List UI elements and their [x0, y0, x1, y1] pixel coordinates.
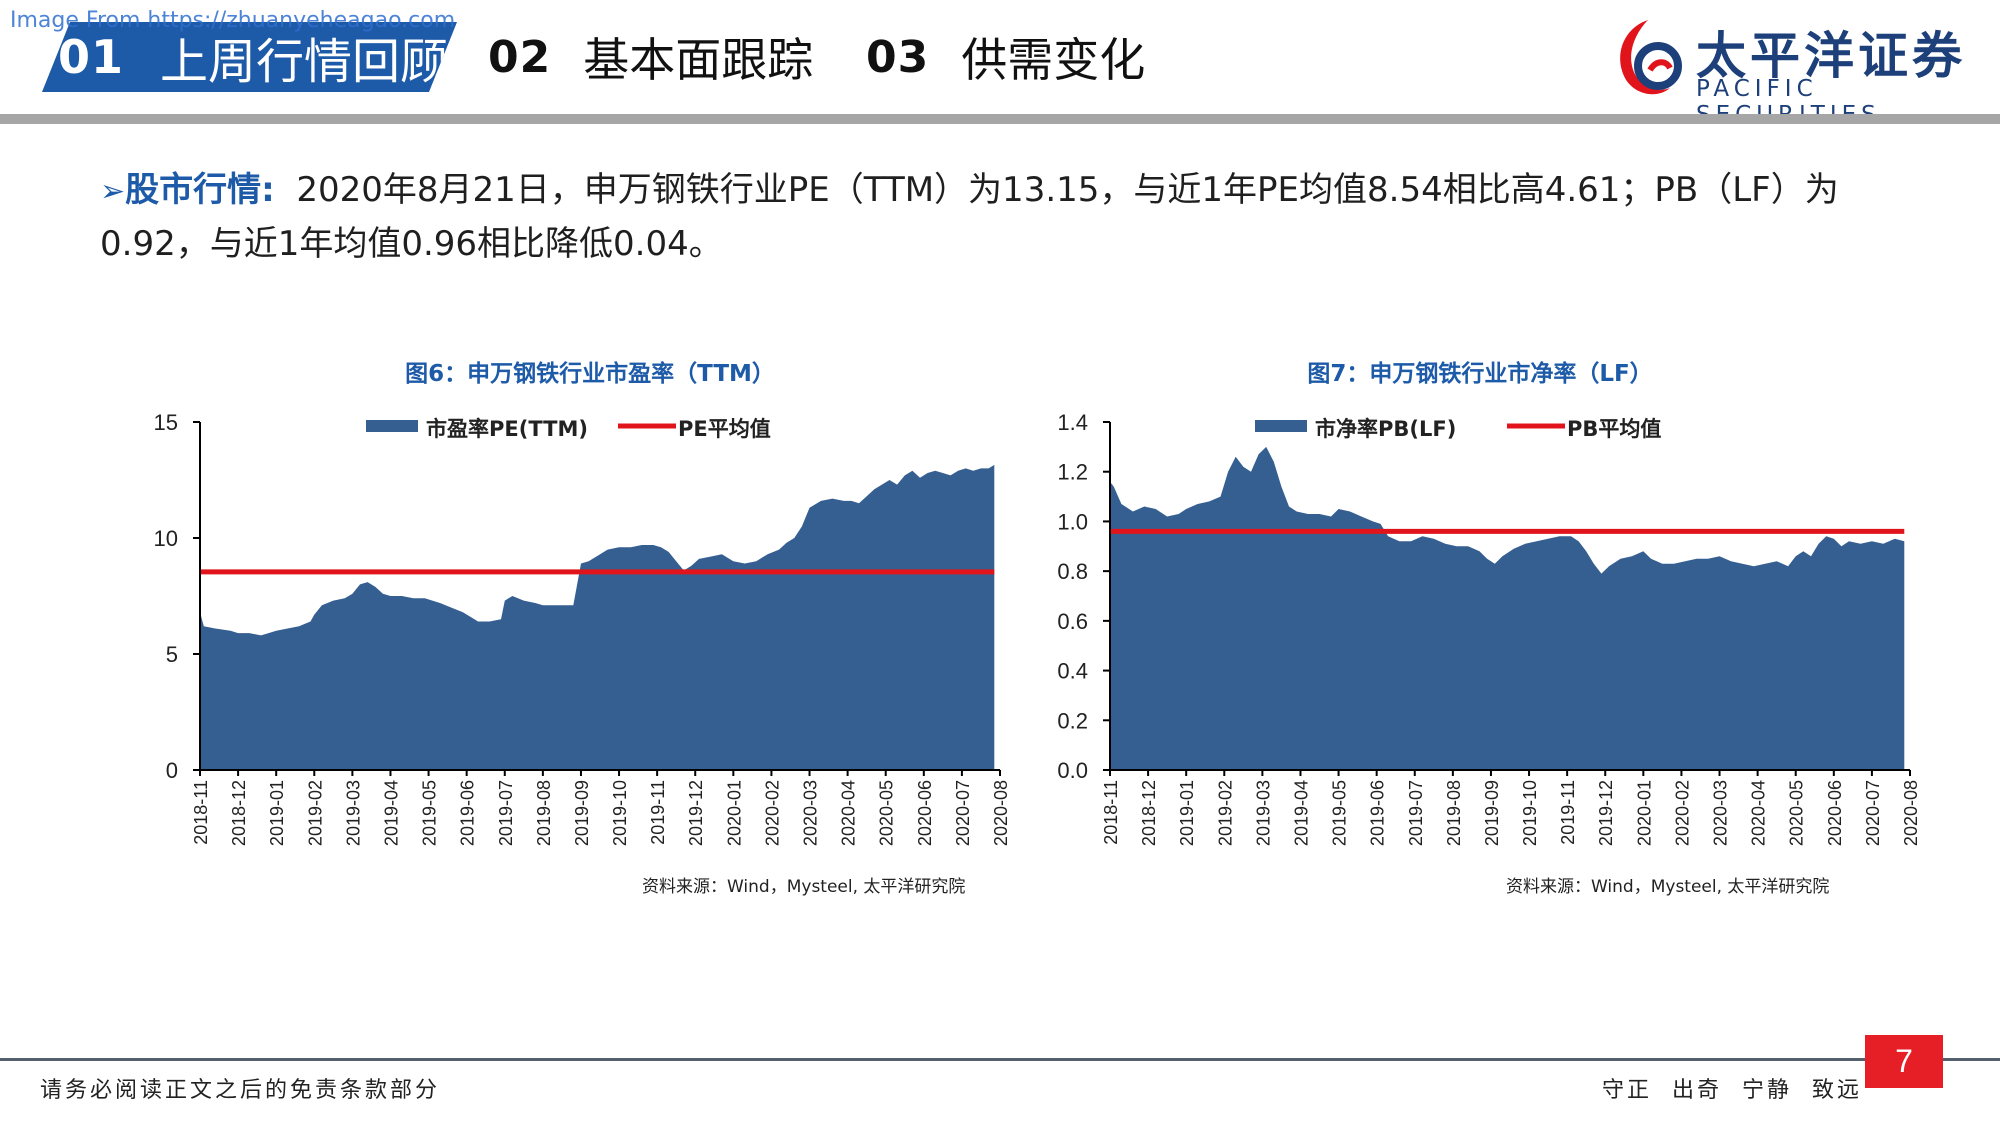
- x-tick-label: 2020-06: [1825, 780, 1845, 846]
- x-tick-label: 2020-03: [1711, 780, 1731, 846]
- tab-supply-demand[interactable]: 03 供需变化: [866, 22, 1145, 92]
- tab-label: 供需变化: [961, 33, 1146, 87]
- pacific-logo-icon: [1620, 20, 1682, 95]
- x-tick-label: 2019-12: [1596, 780, 1616, 846]
- y-tick-label: 1.4: [1057, 410, 1088, 435]
- y-tick-label: 1.2: [1057, 460, 1088, 485]
- footer-divider: [0, 1058, 2000, 1061]
- x-tick-label: 2019-01: [1177, 780, 1197, 846]
- chart-title-pb: 图7：申万钢铁行业市净率（LF）: [1307, 361, 1653, 387]
- tab-number: 03: [866, 31, 930, 83]
- footer-motto: 守正 出奇 宁静 致远: [1602, 1078, 1862, 1103]
- x-tick-label: 2019-10: [610, 780, 630, 846]
- bullet-arrow-icon: ➢: [100, 174, 126, 209]
- legend-label-area: 市净率PB(LF): [1315, 417, 1456, 441]
- x-tick-label: 2019-10: [1520, 780, 1540, 846]
- bullet-body: 2020年8月21日，申万钢铁行业PE（TTM）为13.15，与近1年PE均值8…: [100, 170, 1839, 264]
- x-tick-label: 2019-05: [420, 780, 440, 846]
- bullet-label: 股市行情:: [125, 170, 275, 210]
- header: 01 上周行情回顾 02 基本面跟踪 03 供需变化 太平洋证券 PACIFIC…: [0, 0, 2000, 128]
- x-tick-label: 2020-02: [1672, 780, 1692, 846]
- x-tick-label: 2019-12: [686, 780, 706, 846]
- x-tick-label: 2020-08: [1901, 780, 1921, 846]
- x-tick-label: 2019-09: [572, 780, 592, 846]
- series-area: [1110, 446, 1905, 770]
- x-tick-label: 2020-05: [1787, 780, 1807, 846]
- legend-label-line: PE平均值: [678, 417, 771, 441]
- legend-swatch-area: [366, 420, 418, 432]
- tab-label: 基本面跟踪: [583, 33, 814, 87]
- y-tick-label: 1.0: [1057, 509, 1088, 534]
- x-tick-label: 2019-08: [534, 780, 554, 846]
- x-tick-label: 2019-02: [1215, 780, 1235, 846]
- tab-number: 01: [58, 30, 125, 84]
- x-tick-label: 2020-04: [839, 780, 859, 846]
- y-tick-label: 0.0: [1057, 758, 1088, 783]
- pb-chart: 0.0 0.2 0.4 0.6 0.8 1.0 1.2 1.4 2018-11 2018-12 20…: [1057, 410, 1921, 846]
- x-tick-label: 2019-08: [1444, 780, 1464, 846]
- x-tick-label: 2018-12: [229, 780, 249, 846]
- x-tick-label: 2018-11: [191, 780, 211, 845]
- logo-chinese-name: 太平洋证券: [1696, 27, 1966, 85]
- x-tick-label: 2020-03: [801, 780, 821, 846]
- series-area: [200, 464, 995, 770]
- x-tick-label: 2020-01: [1634, 780, 1654, 846]
- x-tick-label: 2020-05: [877, 780, 897, 846]
- header-divider: [0, 114, 2000, 124]
- y-tick-label: 0.4: [1057, 659, 1088, 684]
- x-tick-label: 2020-06: [915, 780, 935, 846]
- x-tick-label: 2020-08: [991, 780, 1011, 846]
- x-tick-label: 2020-07: [1863, 780, 1883, 846]
- legend-label-area: 市盈率PE(TTM): [426, 417, 588, 441]
- x-tick-label: 2019-03: [1253, 780, 1273, 846]
- x-tick-label: 2019-11: [648, 780, 668, 845]
- tab-number: 02: [488, 31, 552, 83]
- footer-disclaimer: 请务必阅读正文之后的免责条款部分: [40, 1078, 441, 1103]
- y-tick-label: 0.8: [1057, 559, 1088, 584]
- y-tick-label: 0.2: [1057, 708, 1088, 733]
- x-tick-label: 2019-03: [343, 780, 363, 846]
- x-tick-label: 2019-07: [1406, 780, 1426, 846]
- chart-source-pb: 资料来源：Wind，Mysteel, 太平洋研究院: [1506, 877, 1830, 897]
- chart-title-pe: 图6：申万钢铁行业市盈率（TTM）: [405, 361, 775, 387]
- page-number: 7: [1865, 1035, 1943, 1088]
- y-tick-label: 0: [166, 758, 178, 783]
- x-tick-label: 2018-11: [1101, 780, 1121, 845]
- x-tick-label: 2020-04: [1749, 780, 1769, 846]
- y-tick-label: 5: [166, 642, 178, 667]
- x-tick-label: 2020-07: [953, 780, 973, 846]
- tab-fundamentals[interactable]: 02 基本面跟踪: [488, 22, 813, 92]
- y-tick-label: 10: [154, 526, 178, 551]
- x-tick-label: 2019-11: [1558, 780, 1578, 845]
- x-tick-label: 2019-06: [458, 780, 478, 846]
- x-tick-label: 2018-12: [1139, 780, 1159, 846]
- market-summary: ➢股市行情: 2020年8月21日，申万钢铁行业PE（TTM）为13.15，与近…: [100, 164, 1920, 270]
- x-tick-label: 2019-07: [496, 780, 516, 846]
- y-tick-label: 0.6: [1057, 609, 1088, 634]
- legend-swatch-area: [1255, 420, 1307, 432]
- x-tick-label: 2020-01: [724, 780, 744, 846]
- company-logo: 太平洋证券 PACIFIC SECURITIES: [1610, 14, 1990, 128]
- x-tick-label: 2019-04: [1291, 780, 1311, 846]
- x-tick-label: 2020-02: [762, 780, 782, 846]
- x-tick-label: 2019-02: [305, 780, 325, 846]
- x-tick-label: 2019-09: [1482, 780, 1502, 846]
- legend-label-line: PB平均值: [1567, 417, 1661, 441]
- tab-market-review[interactable]: 01 上周行情回顾: [42, 22, 457, 92]
- x-tick-label: 2019-06: [1368, 780, 1388, 846]
- chart-source-pe: 资料来源：Wind，Mysteel, 太平洋研究院: [642, 877, 966, 897]
- x-tick-label: 2019-01: [267, 780, 287, 846]
- x-tick-label: 2019-05: [1330, 780, 1350, 846]
- x-tick-label: 2019-04: [381, 780, 401, 846]
- watermark-text: Image From https://zhuanyeheagao.com: [10, 8, 456, 33]
- pe-chart: 0 5 10 15 2018-11 2018-12 2019-01 2019-02 2019-0…: [154, 410, 1011, 846]
- tab-label: 上周行情回顾: [160, 34, 449, 90]
- y-tick-label: 15: [154, 410, 178, 435]
